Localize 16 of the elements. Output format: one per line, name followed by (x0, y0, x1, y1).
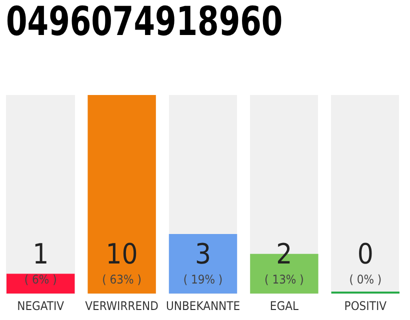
annotation: ( 63% ) (102, 272, 142, 287)
chart-title: 0496074918960 (6, 0, 283, 45)
annotation: ( 6% ) (24, 272, 57, 287)
bar (6, 274, 75, 294)
annotation: ( 0% ) (349, 272, 382, 287)
x-tick-label: POSITIV (344, 298, 388, 313)
x-tick-label: VERWIRREND (85, 298, 158, 313)
annotation: ( 13% ) (264, 272, 304, 287)
data-label: 10 (106, 238, 138, 271)
data-label: 0 (357, 238, 374, 271)
annotation: ( 19% ) (183, 272, 223, 287)
x-tick-label: NEGATIV (17, 298, 65, 313)
data-label: 3 (194, 238, 212, 271)
x-tick-label: UNBEKANNTE (166, 298, 240, 313)
x-tick-label: EGAL (270, 298, 298, 313)
data-label: 1 (32, 238, 49, 271)
